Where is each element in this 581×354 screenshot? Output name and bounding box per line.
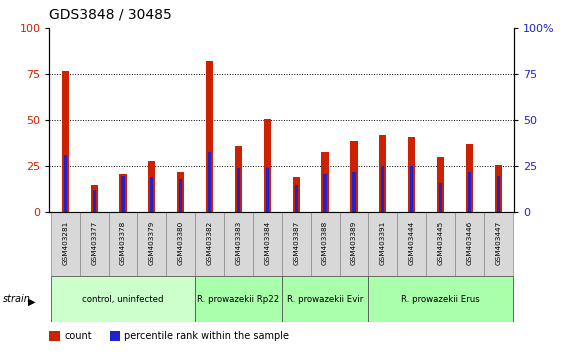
Bar (264, 119, 271, 212)
Text: R. prowazekii Rp22: R. prowazekii Rp22 (198, 295, 279, 304)
Text: GSM403444: GSM403444 (408, 221, 415, 265)
Bar (368, 212, 397, 276)
Bar (379, 135, 386, 212)
Bar (92, 190, 96, 212)
Bar (119, 174, 127, 212)
Text: ▶: ▶ (28, 296, 35, 307)
Bar (368, 276, 513, 322)
Bar (324, 174, 327, 212)
Bar (266, 168, 269, 212)
Bar (150, 177, 153, 212)
Text: GSM403391: GSM403391 (380, 221, 386, 265)
Text: GSM403378: GSM403378 (120, 221, 126, 265)
Text: GSM403389: GSM403389 (351, 221, 357, 265)
Text: percentile rank within the sample: percentile rank within the sample (124, 331, 289, 341)
Bar (350, 141, 357, 212)
Text: GSM403387: GSM403387 (293, 221, 299, 265)
Text: GSM403281: GSM403281 (62, 221, 68, 265)
Bar (109, 212, 138, 276)
Text: GSM403377: GSM403377 (91, 221, 97, 265)
Bar (49, 331, 60, 341)
Text: GSM403383: GSM403383 (235, 221, 242, 265)
Bar (253, 212, 282, 276)
Bar (138, 212, 166, 276)
Bar (177, 172, 184, 212)
Bar (224, 212, 253, 276)
Text: R. prowazekii Evir: R. prowazekii Evir (287, 295, 363, 304)
Bar (121, 176, 125, 212)
Bar (397, 212, 426, 276)
Bar (237, 168, 240, 212)
Bar (64, 155, 67, 212)
Bar (410, 166, 413, 212)
Text: GSM403382: GSM403382 (207, 221, 213, 265)
Bar (437, 157, 444, 212)
Text: GSM403445: GSM403445 (437, 221, 443, 265)
Bar (468, 172, 471, 212)
Bar (51, 276, 195, 322)
Bar (352, 172, 356, 212)
Bar (51, 212, 80, 276)
Text: R. prowazekii Erus: R. prowazekii Erus (401, 295, 480, 304)
Text: GDS3848 / 30485: GDS3848 / 30485 (49, 7, 172, 21)
Text: control, uninfected: control, uninfected (83, 295, 164, 304)
Bar (195, 212, 224, 276)
Bar (110, 331, 120, 341)
Bar (235, 146, 242, 212)
Bar (282, 212, 311, 276)
Text: GSM403446: GSM403446 (467, 221, 472, 265)
Text: strain: strain (3, 294, 31, 304)
Bar (148, 161, 156, 212)
Bar (311, 212, 339, 276)
Bar (339, 212, 368, 276)
Bar (179, 179, 182, 212)
Bar (439, 183, 442, 212)
Bar (321, 152, 329, 212)
Bar (293, 177, 300, 212)
Text: GSM403447: GSM403447 (496, 221, 501, 265)
Text: GSM403379: GSM403379 (149, 221, 155, 265)
Bar (295, 185, 298, 212)
Bar (426, 212, 455, 276)
Bar (206, 62, 213, 212)
Bar (381, 166, 385, 212)
Bar (62, 71, 69, 212)
Bar (494, 165, 502, 212)
Bar (282, 276, 368, 322)
Text: GSM403388: GSM403388 (322, 221, 328, 265)
Bar (91, 185, 98, 212)
Bar (166, 212, 195, 276)
Text: count: count (64, 331, 92, 341)
Text: GSM403380: GSM403380 (178, 221, 184, 265)
Bar (497, 176, 500, 212)
Bar (208, 152, 211, 212)
Bar (408, 137, 415, 212)
Bar (80, 212, 109, 276)
Bar (466, 144, 473, 212)
Bar (195, 276, 282, 322)
Text: GSM403384: GSM403384 (264, 221, 270, 265)
Bar (484, 212, 513, 276)
Bar (455, 212, 484, 276)
